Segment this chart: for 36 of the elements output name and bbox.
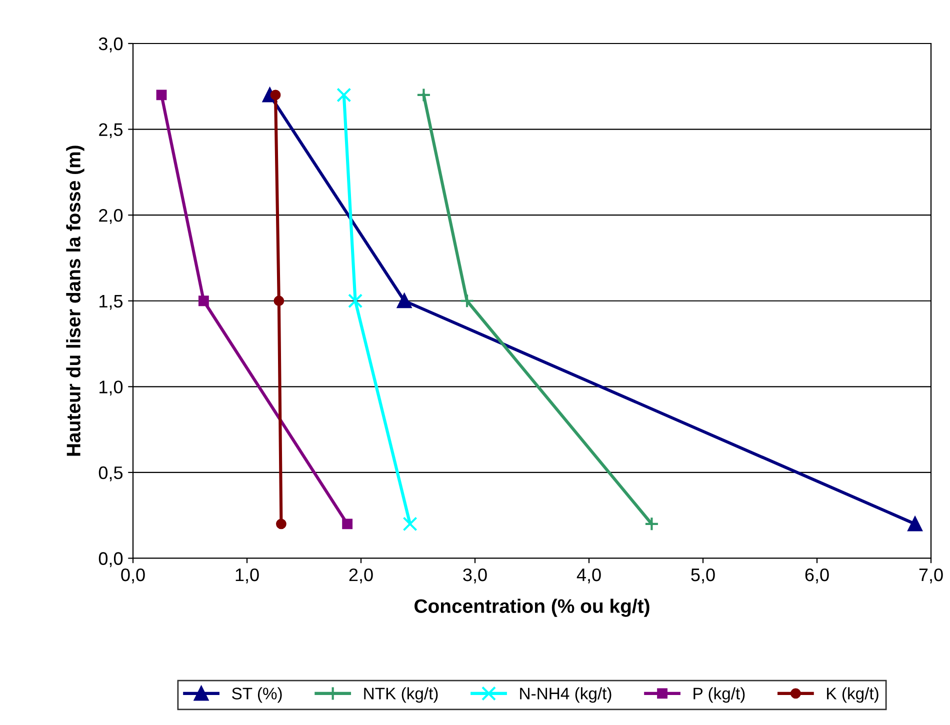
point: [644, 516, 659, 532]
point: [460, 294, 474, 308]
point: [342, 518, 353, 530]
y-tick-label: 3,0: [98, 37, 123, 52]
point: [908, 516, 922, 532]
x-tick-label: 3,0: [463, 568, 487, 584]
x-tick-label: 2,0: [349, 568, 373, 584]
y-tick-label: 0,0: [98, 552, 123, 568]
legend-label: NTK (kg/t): [364, 687, 438, 703]
y-axis-title: Hauteur du liser dans la fosse (m): [66, 146, 84, 456]
y-tick-label: 0,5: [98, 466, 123, 482]
y-tick-label: 1,5: [100, 294, 123, 310]
legend-label: N-NH4 (kg/t): [520, 687, 612, 703]
point: [198, 296, 209, 306]
point: [276, 518, 286, 530]
point: [348, 294, 363, 308]
x-tick-label: 4,0: [576, 568, 601, 584]
legend-label: P (kg/t): [694, 687, 745, 703]
point: [402, 516, 418, 532]
point: [274, 296, 284, 306]
y-tick-label: 2,5: [99, 123, 123, 138]
x-tick-label: 0,0: [121, 568, 145, 584]
point: [336, 88, 352, 102]
point: [416, 88, 431, 102]
y-tick-label: 1,0: [100, 380, 123, 396]
point: [270, 90, 281, 100]
point: [156, 90, 167, 100]
y-tick-label: 2,0: [99, 209, 123, 224]
x-tick-label: 5,0: [691, 568, 715, 584]
legend-label: K (kg/t): [827, 687, 878, 703]
x-axis-title: Concentration (% ou kg/t): [414, 598, 650, 617]
x-tick-label: 7,0: [919, 568, 943, 584]
x-tick-label: 6,0: [805, 568, 829, 584]
point: [397, 294, 412, 308]
x-tick-label: 1,0: [236, 568, 259, 584]
legend-label: ST (%): [232, 687, 282, 703]
